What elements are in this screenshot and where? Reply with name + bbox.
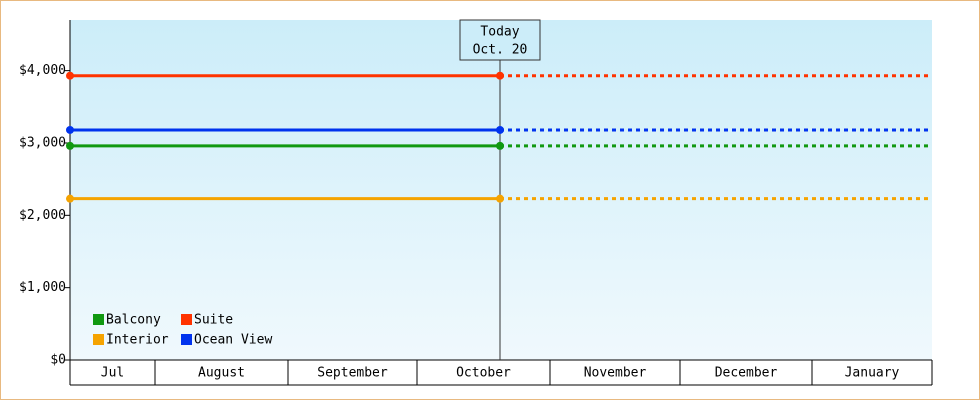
- legend-label: Ocean View: [194, 333, 272, 348]
- x-tick-label: November: [584, 366, 647, 381]
- x-tick-label: Jul: [101, 366, 124, 381]
- y-tick-label: $0: [50, 353, 66, 368]
- series-point: [496, 141, 504, 150]
- x-tick-label: December: [715, 366, 778, 381]
- legend-label: Suite: [194, 313, 233, 328]
- series-point: [66, 194, 74, 203]
- series-point: [496, 125, 504, 134]
- legend-label: Interior: [106, 333, 169, 348]
- x-tick-label: October: [456, 366, 511, 381]
- series-point: [66, 125, 74, 134]
- legend-swatch: [93, 334, 104, 345]
- x-tick-label: August: [198, 366, 245, 381]
- y-tick-label: $3,000: [19, 135, 66, 150]
- today-box: [459, 19, 541, 61]
- today-date: Oct. 20: [473, 43, 528, 58]
- series-point: [496, 194, 504, 203]
- y-tick-label: $2,000: [19, 208, 66, 223]
- x-tick-label: January: [845, 366, 900, 381]
- legend-swatch: [181, 334, 192, 345]
- legend-swatch: [93, 314, 104, 325]
- today-title: Today: [480, 25, 519, 40]
- y-tick-label: $4,000: [19, 63, 66, 78]
- series-point: [496, 71, 504, 80]
- plot-area: [70, 20, 932, 360]
- x-tick-label: September: [317, 366, 388, 381]
- y-tick-label: $1,000: [19, 280, 66, 295]
- legend-label: Balcony: [106, 313, 161, 328]
- legend-swatch: [181, 314, 192, 325]
- series-point: [66, 71, 74, 80]
- series-point: [66, 141, 74, 150]
